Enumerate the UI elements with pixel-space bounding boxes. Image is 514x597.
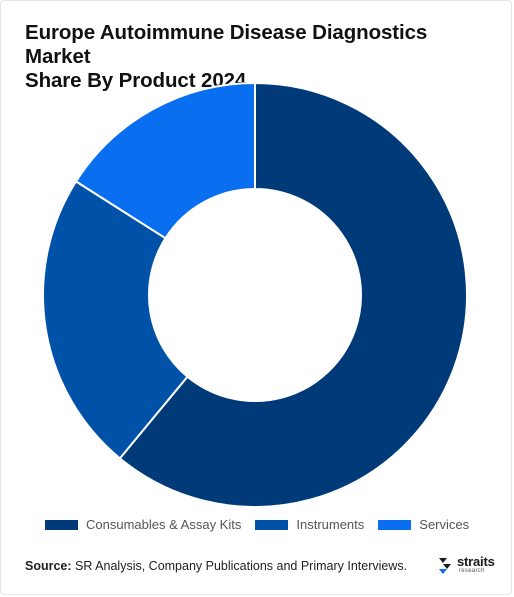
donut-slice-instruments[interactable] [42,180,189,460]
source-text: SR Analysis, Company Publications and Pr… [75,559,408,573]
legend-swatch [255,519,289,530]
legend-label: Services [419,517,470,532]
legend-item-services[interactable]: Services [378,517,469,532]
donut-chart [42,81,468,508]
chart-title-line-2: Share By Product 2024 [25,69,247,92]
donut-slice-services[interactable] [74,81,256,240]
chart-title: Europe Autoimmune Disease Diagnostics Ma… [25,21,495,93]
legend-label: Instruments [296,517,365,532]
legend-item-consumables[interactable]: Consumables & Assay Kits [45,517,241,532]
legend-swatch [378,519,412,530]
chart-title-line-1: Europe Autoimmune Disease Diagnostics Ma… [25,21,428,68]
chart-legend: Consumables & Assay Kits Instruments Ser… [45,517,483,532]
logo-subtitle: research [459,568,485,574]
donut-slice-consumables[interactable] [118,81,468,508]
straits-logo-icon [439,558,451,574]
straits-logo: straits research [437,554,497,576]
source-note: Source: SR Analysis, Company Publication… [25,559,407,573]
logo-wordmark: straits [457,554,495,569]
legend-label: Consumables & Assay Kits [86,517,242,532]
legend-swatch [45,519,78,530]
source-label: Source: [25,559,72,573]
legend-item-instruments[interactable]: Instruments [255,517,364,532]
